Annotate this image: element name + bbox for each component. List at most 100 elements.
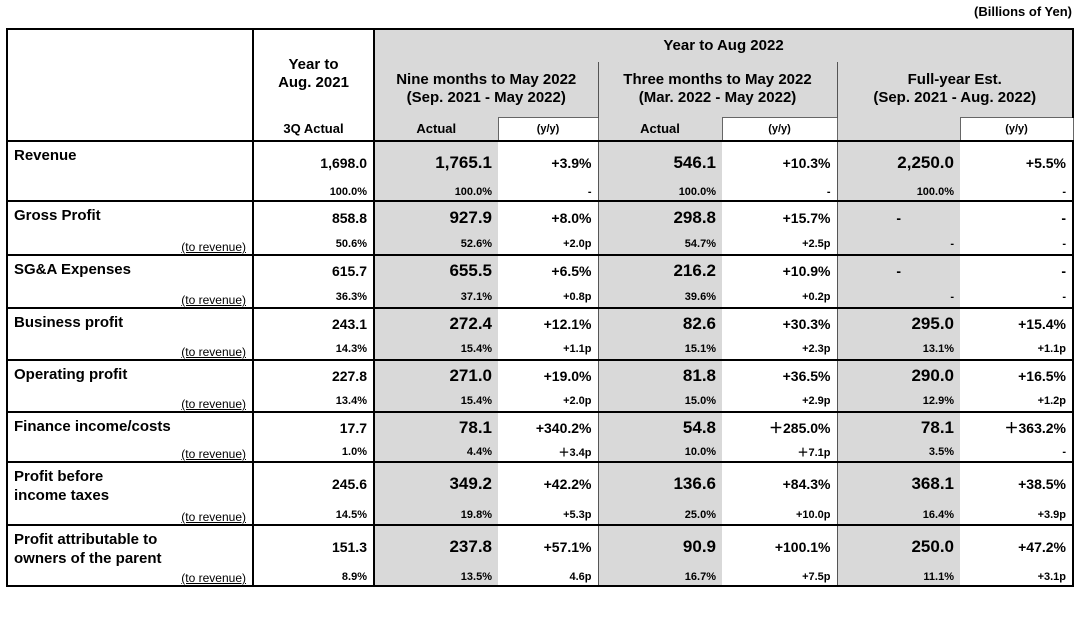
table-row: Profit attributable to owners of the pare…	[6, 524, 1074, 568]
nine-months-yy: +19.0%	[498, 359, 598, 390]
prev-year-value: 227.8	[253, 359, 375, 390]
nine-months-ratio: 100.0%	[373, 183, 498, 201]
nine-months-value: 272.4	[373, 307, 498, 338]
nine-months-value: 927.9	[373, 200, 498, 233]
nine-months-value: 349.2	[373, 461, 498, 505]
financial-results-table: Year to Aug. 2021 Year to Aug 2022 Nine …	[6, 28, 1074, 587]
prev-year-value: 1,698.0	[253, 140, 375, 183]
row-label: Revenue	[6, 140, 254, 183]
nine-months-yy-ratio: +2.0p	[563, 237, 592, 250]
three-months-value: 82.6	[597, 307, 722, 338]
nine-months-value: 271.0	[373, 359, 498, 390]
three-months-ratio: 15.0%	[597, 390, 722, 412]
prev-year-line2: Aug. 2021	[278, 73, 349, 91]
prev-year-ratio: 1.0%	[253, 442, 375, 462]
full-year-value: 250.0	[836, 524, 960, 568]
nine-yy-header: (y/y)	[497, 116, 599, 142]
three-yy-header: (y/y)	[721, 116, 838, 142]
full-year-value: 78.1	[836, 411, 960, 442]
full-year-value: -	[836, 254, 960, 286]
row-label-text: Business profit	[14, 314, 124, 331]
full-year-ratio: 100.0%	[836, 183, 960, 201]
three-months-yy: +15.7%	[722, 200, 837, 233]
three-months-yy: +100.1%	[722, 524, 837, 568]
full-year-yy-ratio: +3.9p	[960, 505, 1074, 525]
nine-months-yy-ratio: +1.1p	[563, 342, 592, 355]
unit-label: (Billions of Yen)	[974, 4, 1072, 19]
full-year-yy: ＋363.2%	[960, 411, 1074, 442]
row-label: Gross Profit	[6, 200, 254, 233]
nine-months-yy: +12.1%	[498, 307, 598, 338]
nine-months-yy-ratio: +0.8p	[563, 290, 592, 303]
nine-months-value: 78.1	[373, 411, 498, 442]
full-year-yy-ratio: -	[960, 183, 1074, 201]
full-year-ratio: 3.5%	[836, 442, 960, 462]
prev-year-ratio: 14.5%	[253, 505, 375, 525]
row-label-text: SG&A Expenses	[14, 261, 131, 278]
fy-yy-header: (y/y)	[959, 116, 1074, 142]
nine-months-yy: +8.0%	[498, 200, 598, 233]
table-row-ratio: (to revenue) 13.4% 15.4% +2.0p 15.0% +2.9p 12.…	[6, 390, 1074, 412]
three-months-yy: +36.5%	[722, 359, 837, 390]
three-months-value: 216.2	[597, 254, 722, 286]
row-label: Profit attributable to owners of the pare…	[6, 524, 254, 568]
three-months-yy-ratio: +10.0p	[795, 508, 831, 521]
prev-year-ratio: 13.4%	[253, 390, 375, 412]
row-label: Operating profit	[6, 359, 254, 390]
three-months-ratio: 16.7%	[597, 568, 722, 587]
three-months-yy: ＋285.0%	[722, 411, 837, 442]
to-revenue-label: (to revenue)	[6, 338, 254, 360]
to-revenue-label	[6, 183, 254, 201]
row-label-text: Revenue	[14, 147, 77, 164]
to-revenue-label: (to revenue)	[6, 233, 254, 255]
three-months-value: 136.6	[597, 461, 722, 505]
table-row: Gross Profit 858.8 927.9 +8.0% 298.8 +15.7% - -	[6, 200, 1074, 233]
full-year-yy: -	[960, 254, 1074, 286]
row-label-header	[6, 28, 254, 142]
table-row: SG&A Expenses 615.7 655.5 +6.5% 216.2 +10.9% -…	[6, 254, 1074, 286]
prev-year-ratio: 100.0%	[253, 183, 375, 201]
nine-months-ratio: 52.6%	[373, 233, 498, 255]
full-year-ratio: -	[836, 233, 960, 255]
full-year-ratio: 12.9%	[836, 390, 960, 412]
prev-year-ratio: 50.6%	[253, 233, 375, 255]
table-row: Business profit 243.1 272.4 +12.1% 82.6 +30.3…	[6, 307, 1074, 338]
prev-year-ratio: 14.3%	[253, 338, 375, 360]
full-year-value: 368.1	[836, 461, 960, 505]
full-year-yy: +38.5%	[960, 461, 1074, 505]
three-months-yy: +84.3%	[722, 461, 837, 505]
prev-year-value: 151.3	[253, 524, 375, 568]
table-row-ratio: (to revenue) 36.3% 37.1% +0.8p 39.6% +0.2p - -	[6, 286, 1074, 308]
full-year-yy-ratio: -	[960, 442, 1074, 462]
nine-months-yy-ratio: +2.0p	[563, 394, 592, 407]
current-year-group-header: Year to Aug 2022	[374, 28, 1074, 62]
full-year-header: Full-year Est. (Sep. 2021 - Aug. 2022)	[836, 62, 1074, 117]
three-months-yy-ratio: +2.3p	[802, 342, 831, 355]
row-label: Business profit	[6, 307, 254, 338]
nine-months-ratio: 19.8%	[373, 505, 498, 525]
table-row: Operating profit 227.8 271.0 +19.0% 81.8 +36.…	[6, 359, 1074, 390]
fy-actual-header-blank	[836, 117, 960, 142]
nine-months-yy: +3.9%	[498, 140, 598, 183]
three-months-yy-ratio: -	[826, 185, 831, 198]
nine-months-yy-ratio: +5.3p	[563, 508, 592, 521]
full-year-ratio: 13.1%	[836, 338, 960, 360]
prev-year-header: Year to Aug. 2021	[253, 28, 375, 117]
three-months-value: 546.1	[597, 140, 722, 183]
to-revenue-label: (to revenue)	[6, 286, 254, 308]
three-months-header: Three months to May 2022 (Mar. 2022 - May…	[597, 62, 837, 117]
three-months-value: 54.8	[597, 411, 722, 442]
nine-months-yy: +42.2%	[498, 461, 598, 505]
row-label-text: Finance income/costs	[14, 418, 171, 435]
full-year-value: 2,250.0	[836, 140, 960, 183]
nine-months-yy-ratio: ＋3.4p	[558, 446, 592, 459]
three-months-yy-ratio: +7.5p	[722, 568, 837, 587]
full-year-yy-ratio: -	[960, 233, 1074, 255]
row-label-text-line2: income taxes	[14, 487, 110, 504]
row-label-text-line2: owners of the parent	[14, 550, 162, 567]
full-year-yy: +15.4%	[960, 307, 1074, 338]
three-months-ratio: 39.6%	[597, 286, 722, 308]
nine-months-ratio: 15.4%	[373, 390, 498, 412]
full-year-yy-ratio: -	[960, 286, 1074, 308]
prev-year-line1: Year to	[288, 55, 339, 73]
